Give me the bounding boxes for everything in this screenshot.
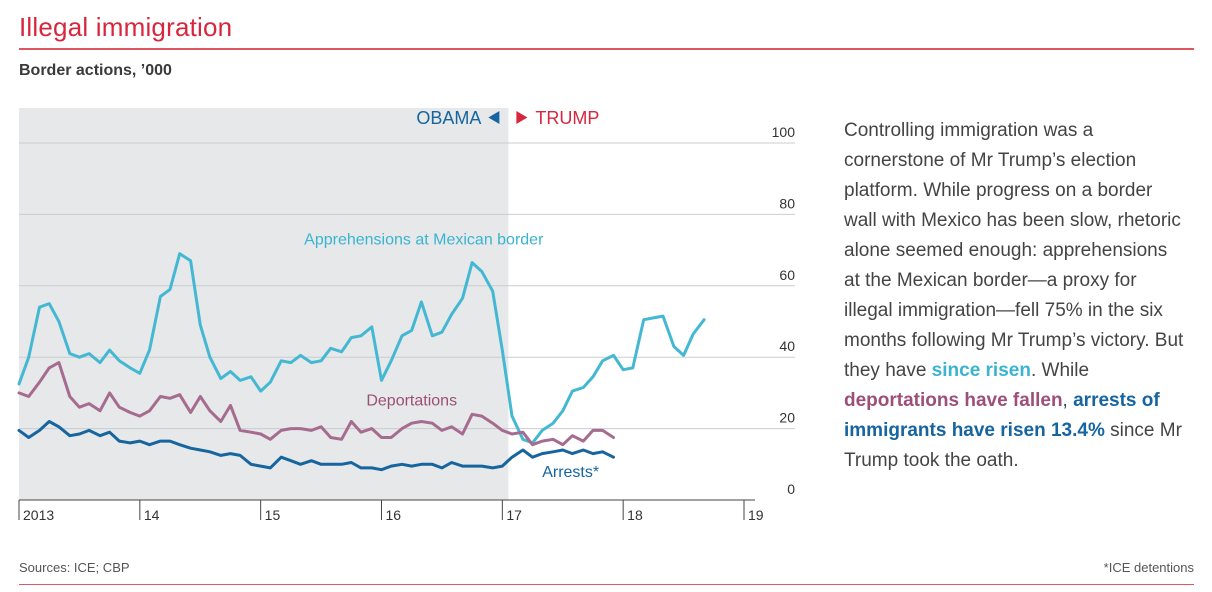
series-label: Apprehensions at Mexican border	[304, 232, 544, 249]
series-line-deportations	[17, 361, 615, 447]
commentary-text: Controlling immigration was a cornerston…	[844, 116, 1184, 476]
x-tick-label: 2013	[23, 507, 54, 523]
x-tick-label: 15	[265, 507, 281, 523]
x-tick-label: 16	[386, 507, 402, 523]
x-tick-label: 19	[748, 507, 764, 523]
bottom-rule	[19, 584, 1194, 585]
series-line-arrests	[17, 420, 615, 472]
highlight-apprehensions: since risen	[931, 360, 1031, 381]
x-tick-label: 17	[506, 507, 522, 523]
highlight-arrests: arrests of immigrants have risen 13.4%	[844, 390, 1160, 441]
source-note: Sources: ICE; CBP	[19, 560, 130, 575]
obama-label: OBAMA	[416, 108, 481, 128]
trump-label: TRUMP	[535, 108, 599, 128]
y-tick-label: 60	[779, 267, 795, 283]
trump-arrow-icon	[516, 111, 528, 124]
commentary-p3: ,	[1062, 390, 1074, 411]
x-tick-label: 18	[627, 507, 643, 523]
y-tick-label: 80	[779, 195, 795, 211]
commentary-p2: . While	[1030, 360, 1090, 381]
y-tick-label: 100	[772, 124, 796, 140]
chart-subtitle: Border actions, ’000	[19, 62, 172, 79]
y-tick-label: 20	[779, 410, 795, 426]
commentary-p4: since Mr Trump took the oath.	[844, 420, 1182, 471]
y-tick-label: 40	[779, 338, 795, 354]
y-tick-label: 0	[787, 481, 795, 497]
line-chart: 0 20 40 60 80 100 2013 14 15 16 17 18 19 OBAMA TRUMP Ap…	[17, 108, 796, 523]
series-label: Deportations	[366, 392, 457, 409]
x-tick-label: 14	[144, 507, 160, 523]
obama-period-shade	[19, 108, 509, 500]
obama-arrow-icon	[488, 111, 500, 124]
title-rule	[19, 48, 1194, 50]
highlight-deportations: deportations have fallen	[844, 390, 1063, 411]
chart-title: Illegal immigration	[19, 12, 233, 42]
series-label: Arrests*	[542, 464, 599, 481]
series-line-apprehensions-at-mexican-border	[17, 252, 706, 445]
commentary-p1: Controlling immigration was a cornerston…	[844, 120, 1184, 381]
footnote: *ICE detentions	[1103, 560, 1194, 575]
